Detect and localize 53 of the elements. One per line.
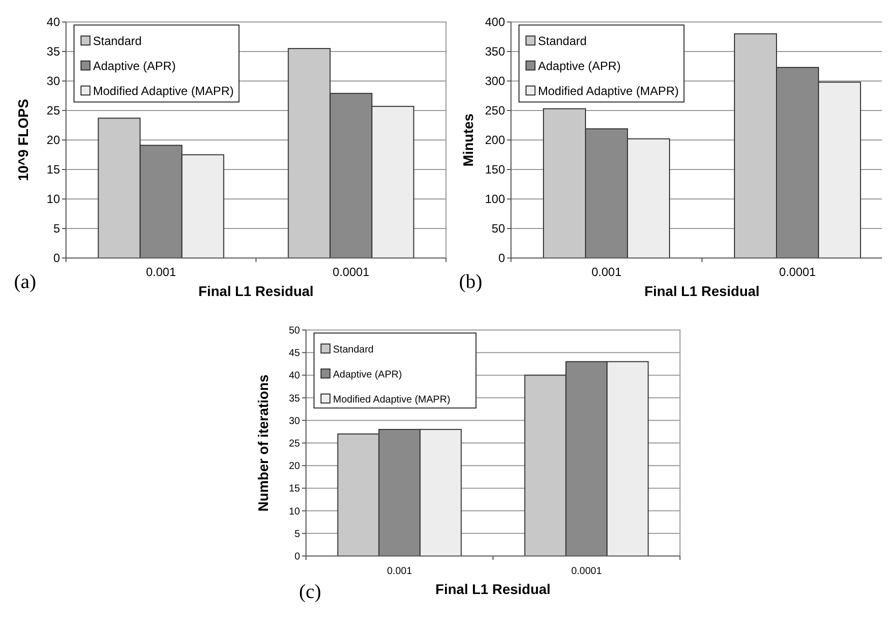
- x-axis-title: Final L1 Residual: [644, 283, 760, 299]
- y-tick-label: 150: [484, 162, 506, 177]
- y-axis-title: Minutes: [460, 113, 476, 166]
- legend-label: Standard: [538, 34, 587, 48]
- y-tick-label: 40: [288, 370, 300, 382]
- y-tick-label: 15: [288, 484, 300, 495]
- y-tick-label: 5: [294, 528, 300, 540]
- y-tick-label: 20: [288, 461, 300, 472]
- text: (b): [459, 271, 482, 293]
- legend-label: Modified Adaptive (MAPR): [538, 84, 679, 98]
- x-tick-label: 0.0001: [779, 265, 816, 279]
- y-tick-label: 30: [288, 416, 300, 427]
- x-tick-label: 0.001: [591, 265, 622, 279]
- y-tick-label: 25: [46, 104, 60, 118]
- legend-label: Modified Adaptive (MAPR): [93, 84, 234, 98]
- y-tick-label: 50: [492, 222, 506, 236]
- legend-label: Adaptive (APR): [538, 59, 621, 74]
- legend-label: Standard: [333, 344, 374, 356]
- y-tick-label: 400: [484, 15, 506, 30]
- y-tick-label: 50: [288, 326, 300, 336]
- x-tick-label: 0.001: [146, 265, 176, 279]
- legend-label: Modified Adaptive (MAPR): [333, 394, 450, 406]
- y-tick-label: 5: [53, 222, 60, 236]
- x-axis-title: Final L1 Residual: [198, 283, 314, 299]
- legend-label: Adaptive (APR): [333, 370, 402, 380]
- y-tick-label: 350: [484, 44, 506, 59]
- x-tick-label: 0.0001: [332, 265, 370, 279]
- y-tick-label: 10: [288, 506, 300, 518]
- y-tick-label: 35: [288, 393, 300, 404]
- x-tick-label: 0.0001: [571, 566, 602, 577]
- legend-label: Adaptive (APR): [93, 59, 176, 74]
- text: (c): [299, 581, 322, 603]
- y-tick-label: 0: [498, 251, 506, 266]
- y-tick-label: 0: [294, 552, 300, 562]
- y-tick-label: 40: [46, 15, 60, 30]
- y-tick-label: 30: [46, 74, 60, 88]
- y-axis-title: 10^9 FLOPS: [15, 98, 31, 182]
- y-tick-label: 200: [484, 133, 506, 148]
- y-axis-title: Number of iterations: [255, 374, 271, 512]
- y-tick-label: 0: [53, 251, 60, 266]
- y-tick-label: 250: [484, 104, 506, 118]
- y-tick-label: 35: [46, 44, 60, 59]
- y-tick-label: 10: [46, 192, 60, 206]
- y-tick-label: 100: [484, 192, 506, 206]
- y-tick-label: 20: [46, 133, 60, 148]
- text: (a): [14, 271, 36, 293]
- y-tick-label: 15: [46, 162, 60, 177]
- x-tick-label: 0.001: [386, 566, 412, 577]
- y-tick-label: 45: [288, 348, 300, 360]
- y-tick-label: 300: [484, 74, 506, 88]
- y-tick-label: 25: [288, 438, 300, 450]
- legend-label: Standard: [93, 34, 142, 48]
- x-axis-title: Final L1 Residual: [435, 581, 551, 597]
